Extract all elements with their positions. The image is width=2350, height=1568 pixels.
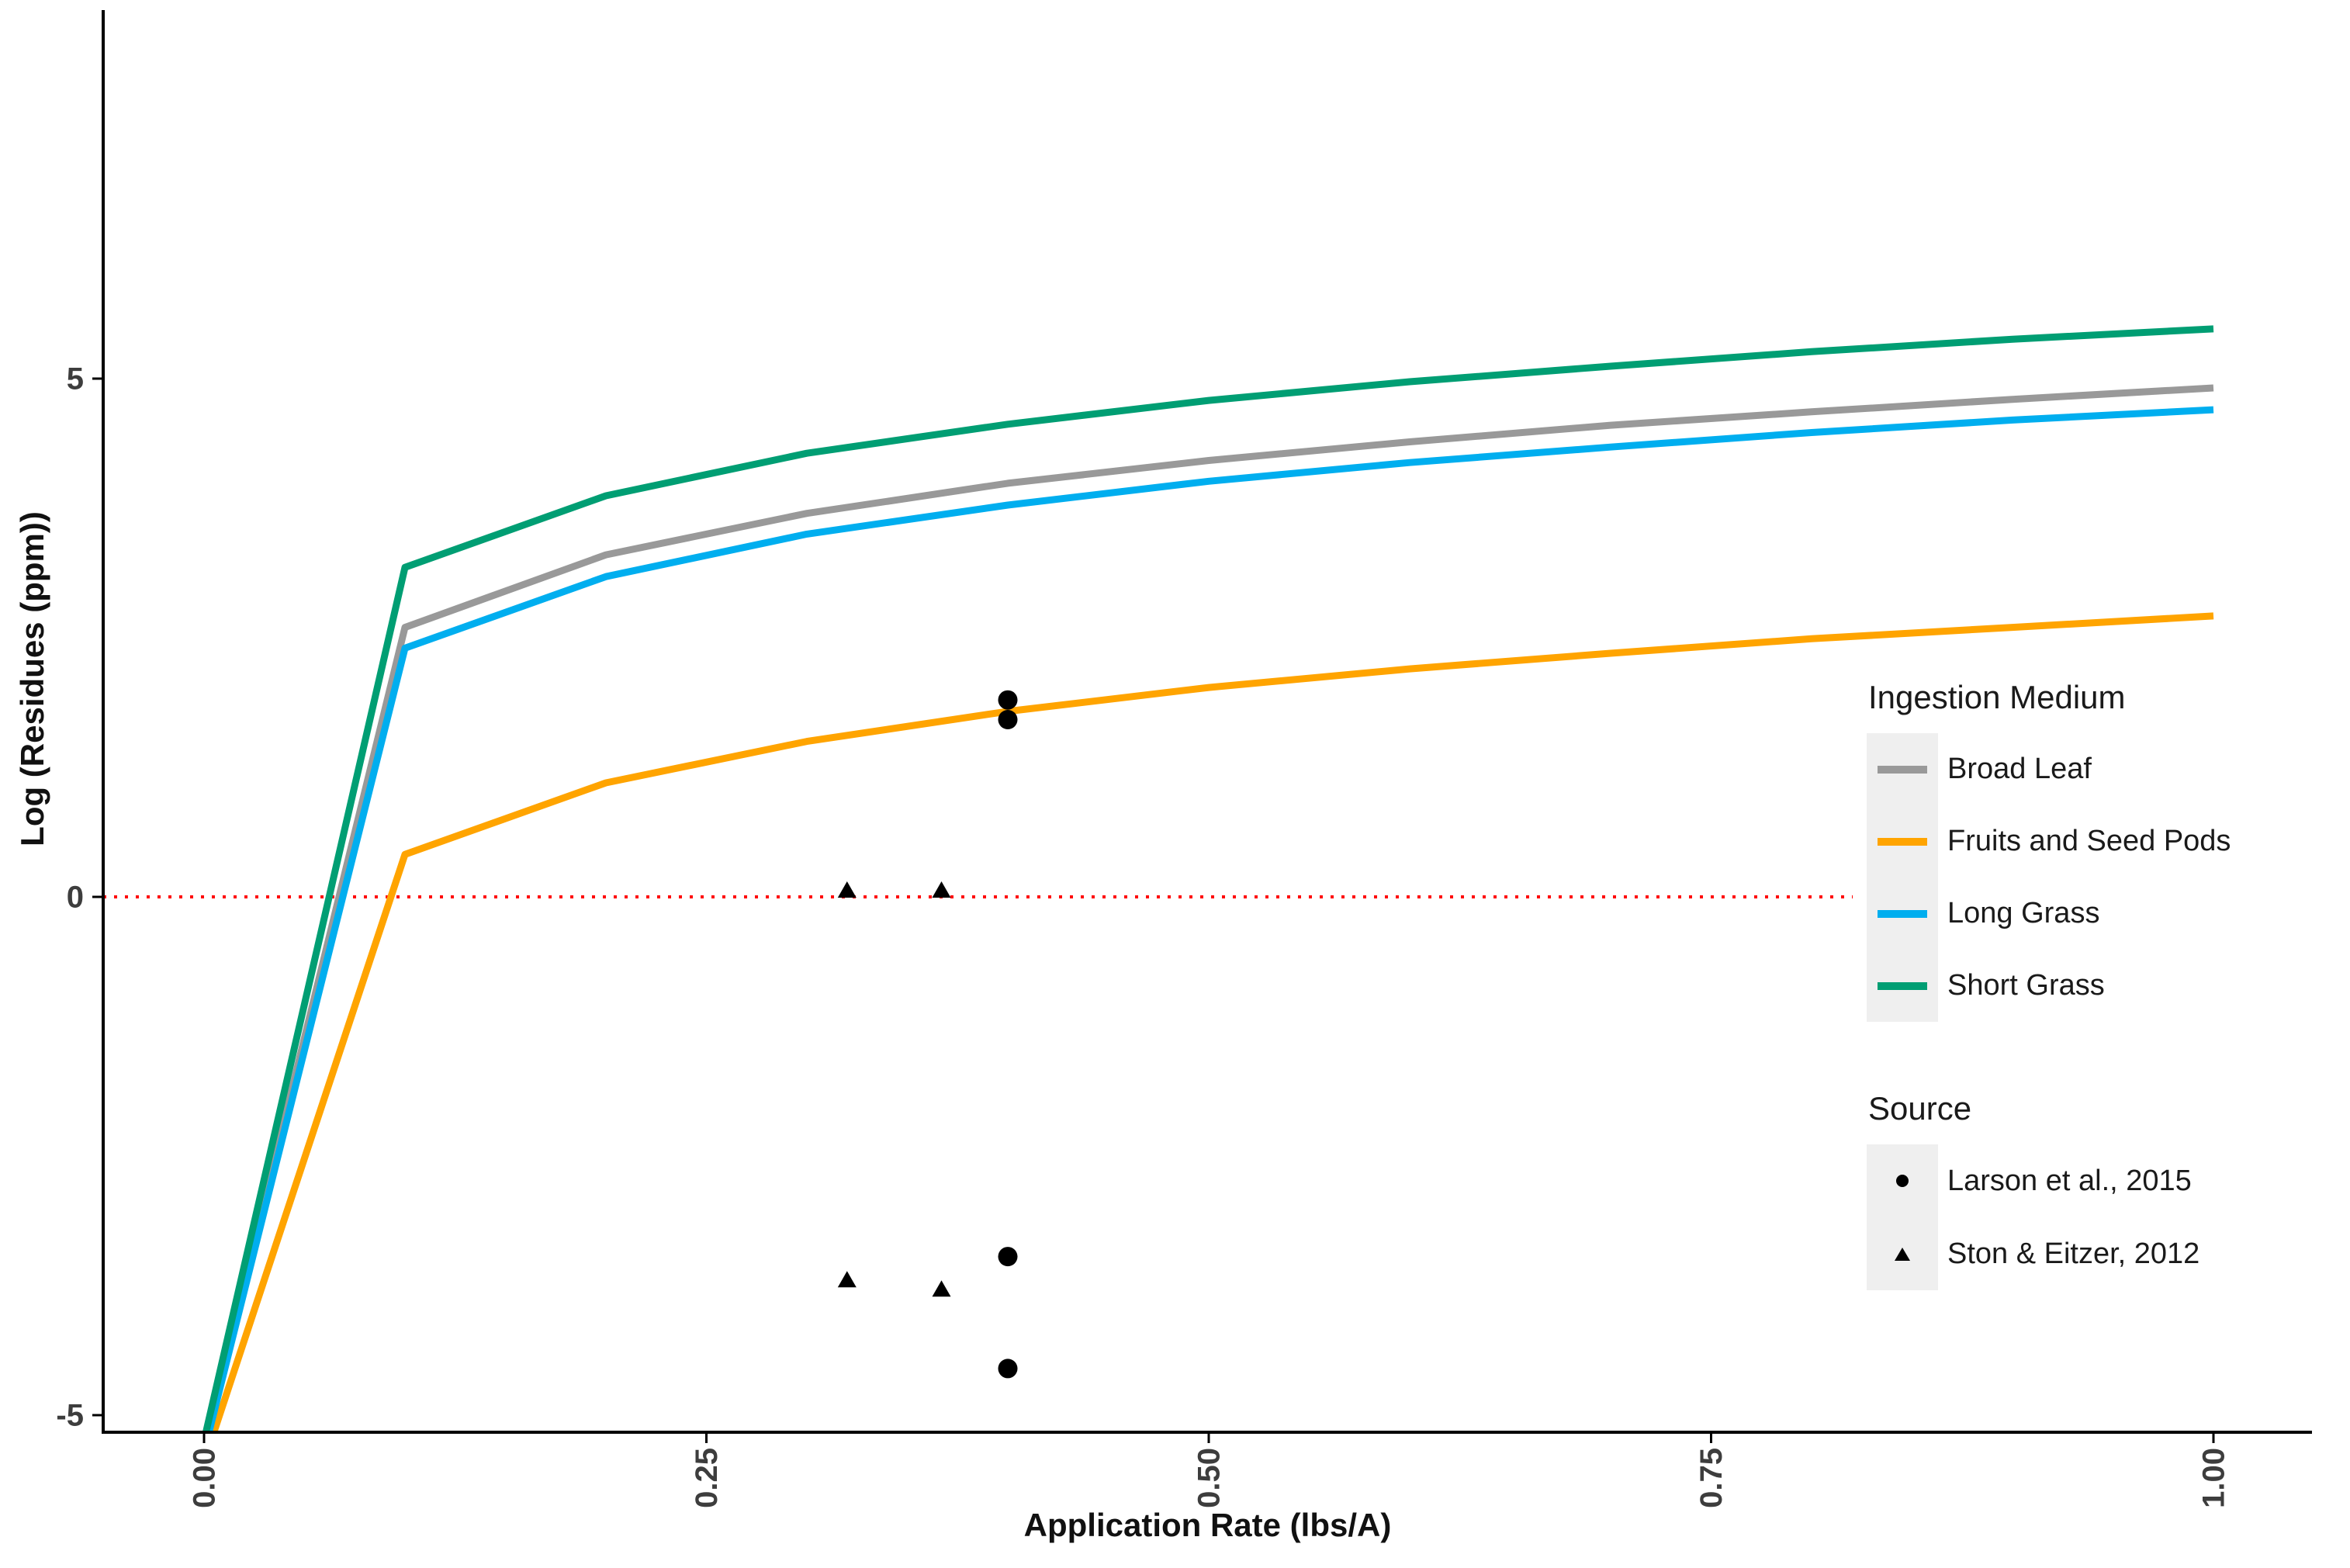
line-swatch-icon	[1878, 837, 1927, 846]
series-line-fruits-and-seed-pods	[210, 612, 2214, 1433]
y-tick-label: 5	[67, 362, 84, 396]
legend-label: Larson et al., 2015	[1947, 1164, 2192, 1197]
data-point-ston-eitzer-2012	[837, 1271, 857, 1288]
legend-label: Short Grass	[1947, 969, 2105, 1002]
series-line-short-grass	[202, 325, 2214, 1433]
data-point-ston-eitzer-2012	[932, 1280, 951, 1297]
x-tick-label: 0.75	[1694, 1448, 1729, 1508]
data-point-larson-et-al-2015	[998, 1359, 1018, 1379]
legend-key	[1867, 877, 1938, 950]
legend-key	[1867, 733, 1938, 805]
legend-key	[1867, 950, 1938, 1022]
line-swatch-icon	[1878, 909, 1927, 918]
legend-title: Ingestion Medium	[1868, 679, 2126, 715]
data-point-ston-eitzer-2012	[837, 881, 857, 898]
legend-title: Source	[1868, 1090, 1972, 1127]
x-axis-title: Application Rate (lbs/A)	[1023, 1507, 1392, 1543]
x-tick-label: 0.50	[1192, 1448, 1227, 1508]
data-point-ston-eitzer-2012	[932, 881, 951, 898]
legend-key	[1867, 1217, 1938, 1290]
y-tick-label: -5	[56, 1399, 84, 1433]
legend-entry-short-grass: Short Grass	[1867, 950, 2231, 1022]
legend-entry-broad-leaf: Broad Leaf	[1867, 733, 2231, 805]
legend-source: Source Larson et al., 2015 Ston & Eitzer…	[1867, 1090, 2199, 1290]
legend-label: Fruits and Seed Pods	[1947, 825, 2231, 857]
legend-label: Broad Leaf	[1947, 753, 2092, 785]
series-line-long-grass	[206, 406, 2214, 1433]
data-point-larson-et-al-2015	[998, 710, 1018, 729]
x-tick-label: 1.00	[2197, 1448, 2231, 1508]
triangle-marker-icon	[1895, 1247, 1910, 1261]
legend-label: Long Grass	[1947, 897, 2100, 929]
legend-entry-ston-eitzer: Ston & Eitzer, 2012	[1867, 1217, 2199, 1290]
line-swatch-icon	[1878, 981, 1927, 990]
legend-key	[1867, 805, 1938, 877]
y-tick-label: 0	[67, 881, 84, 915]
legend-label: Ston & Eitzer, 2012	[1947, 1237, 2200, 1270]
legend-entry-fruits-seed-pods: Fruits and Seed Pods	[1867, 805, 2231, 877]
data-point-larson-et-al-2015	[998, 1247, 1018, 1267]
x-tick-label: 0.00	[188, 1448, 222, 1508]
legend-entry-larson: Larson et al., 2015	[1867, 1144, 2199, 1217]
line-swatch-icon	[1878, 765, 1927, 774]
legend-ingestion-medium: Ingestion Medium Broad Leaf Fruits and S…	[1867, 679, 2231, 1022]
legend-key	[1867, 1144, 1938, 1217]
circle-marker-icon	[1896, 1175, 1909, 1187]
legend-entry-long-grass: Long Grass	[1867, 877, 2231, 950]
series-line-broad-leaf	[204, 384, 2214, 1433]
y-axis-title: Log (Residues (ppm))	[14, 511, 50, 846]
x-tick-label: 0.25	[690, 1448, 724, 1508]
data-point-larson-et-al-2015	[998, 690, 1018, 710]
